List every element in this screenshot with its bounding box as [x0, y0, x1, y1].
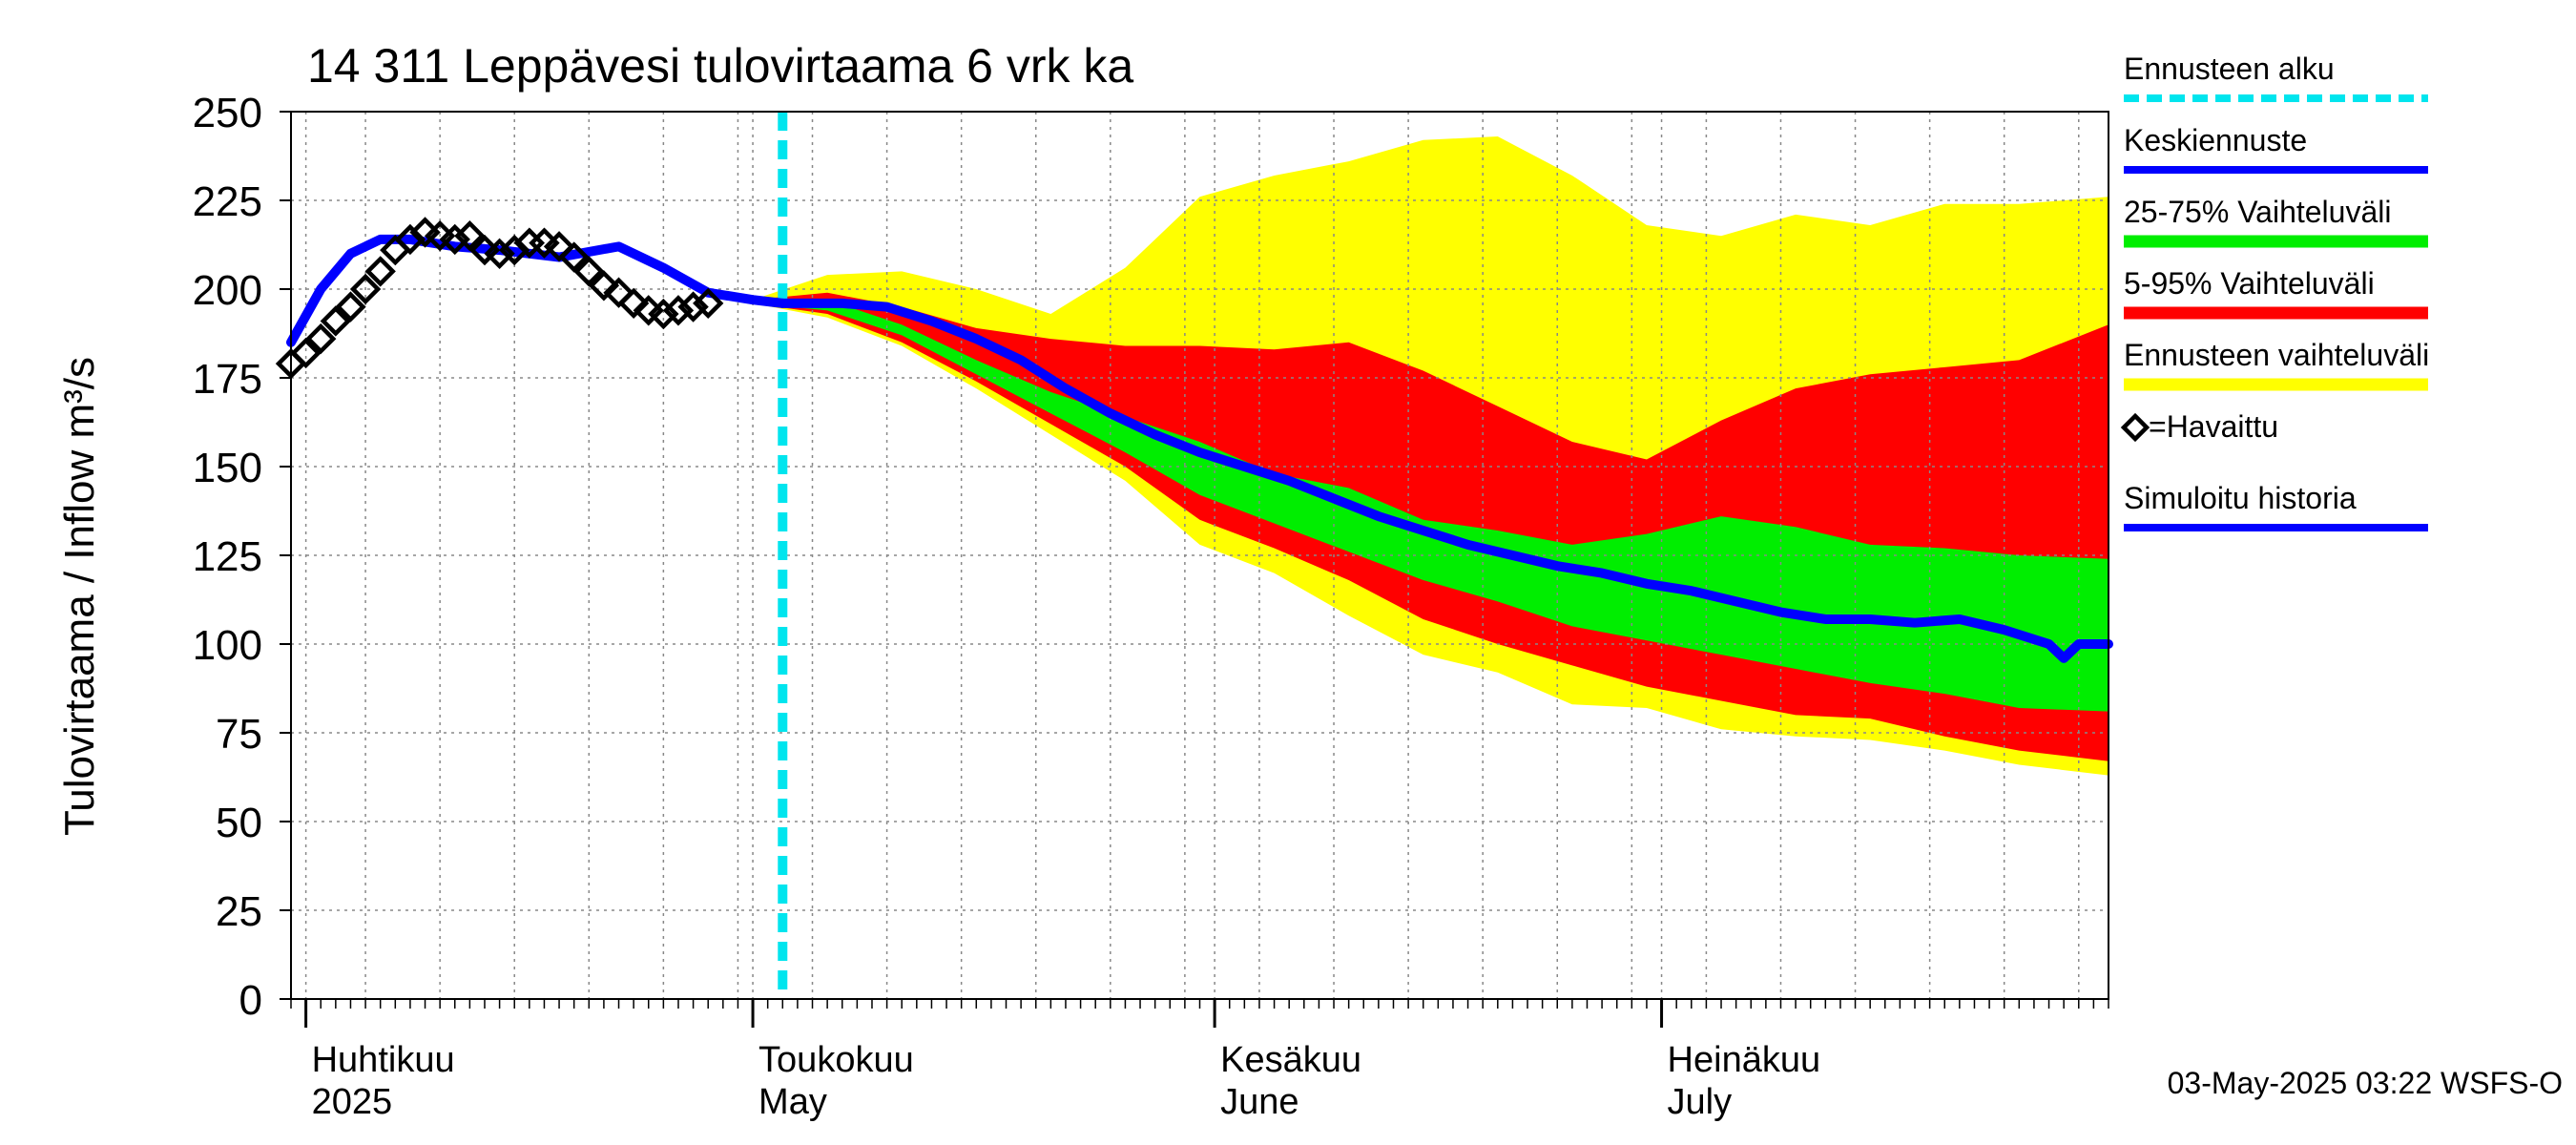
observed-marker	[573, 256, 605, 287]
y-tick-label: 50	[216, 800, 262, 846]
legend-label: =Havaittu	[2149, 409, 2278, 444]
month-label-en: 2025	[312, 1082, 393, 1122]
y-tick-label: 225	[193, 178, 262, 225]
y-tick-label: 100	[193, 622, 262, 669]
observed-marker	[648, 298, 679, 330]
legend: Ennusteen alku Keskiennuste 25-75% Vaihtel…	[2120, 52, 2429, 531]
observed-marker	[677, 291, 709, 323]
observed-marker	[543, 231, 575, 262]
observed-marker	[349, 273, 382, 305]
y-axis-ticks: 0 25 50 75 100 125 150 175 200 225 250	[193, 90, 291, 1024]
forecast-bands	[753, 136, 2109, 776]
observed-marker	[558, 241, 590, 273]
month-label-fi: Kesäkuu	[1220, 1040, 1361, 1080]
observed-marker	[693, 287, 724, 320]
observed-marker	[364, 256, 396, 287]
month-label-fi: Heinäkuu	[1668, 1040, 1821, 1080]
observed-marker	[603, 277, 634, 308]
median-forecast-line	[778, 298, 2113, 663]
y-tick-label: 125	[193, 533, 262, 580]
y-tick-label: 75	[216, 711, 262, 758]
observed-marker	[617, 287, 650, 320]
observed-marker	[662, 295, 695, 326]
footer-timestamp: 03-May-2025 03:22 WSFS-O	[2168, 1066, 2563, 1100]
x-axis-ticks	[290, 999, 2109, 1028]
y-axis-label: Tulovirtaama / Inflow m³/s	[56, 357, 103, 836]
month-label-en: May	[758, 1082, 827, 1122]
month-label-en: June	[1220, 1082, 1298, 1122]
y-tick-label: 150	[193, 445, 262, 491]
observed-markers	[275, 217, 724, 380]
observed-marker	[439, 223, 470, 256]
observed-marker	[484, 238, 515, 269]
grid-lines	[291, 112, 2109, 999]
observed-marker	[290, 337, 322, 369]
legend-label: Simuloitu historia	[2124, 481, 2357, 515]
legend-label: Ennusteen alku	[2124, 52, 2335, 86]
month-label-fi: Huhtikuu	[312, 1040, 455, 1080]
observed-marker	[454, 220, 486, 252]
observed-marker	[305, 323, 337, 355]
y-tick-label: 250	[193, 90, 262, 136]
y-tick-label: 25	[216, 888, 262, 935]
y-tick-label: 175	[193, 356, 262, 403]
legend-label: 25-75% Vaihteluväli	[2124, 195, 2391, 229]
legend-label: Ennusteen vaihteluväli	[2124, 338, 2429, 372]
legend-label: Keskiennuste	[2124, 123, 2307, 157]
observed-marker	[588, 270, 620, 302]
y-tick-label: 0	[239, 977, 262, 1024]
observed-marker	[335, 291, 366, 323]
y-tick-label: 200	[193, 267, 262, 314]
month-label-fi: Toukokuu	[758, 1040, 914, 1080]
month-label-en: July	[1668, 1082, 1733, 1122]
legend-label: 5-95% Vaihteluväli	[2124, 266, 2375, 301]
observed-marker	[320, 305, 352, 337]
legend-marker-observed	[2120, 412, 2150, 443]
chart-title: 14 311 Leppävesi tulovirtaama 6 vrk ka	[307, 39, 1133, 93]
